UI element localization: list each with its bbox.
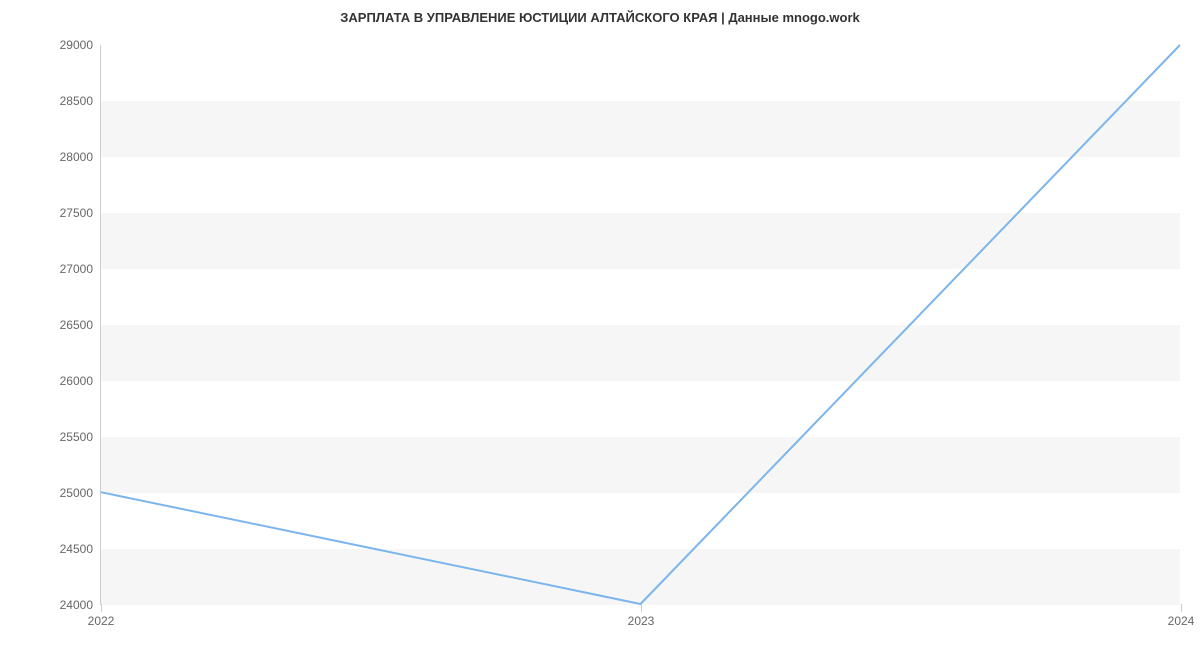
line-layer (101, 45, 1180, 604)
y-tick-label: 25500 (60, 430, 101, 444)
plot-area: 2400024500250002550026000265002700027500… (100, 45, 1180, 605)
y-tick-label: 25000 (60, 486, 101, 500)
series-line (101, 45, 1180, 604)
y-tick-label: 24500 (60, 542, 101, 556)
y-tick-label: 28000 (60, 150, 101, 164)
y-tick-label: 28500 (60, 94, 101, 108)
y-tick-label: 29000 (60, 38, 101, 52)
x-tick-label: 2023 (628, 604, 655, 628)
x-tick-label: 2022 (88, 604, 115, 628)
x-tick-label: 2024 (1168, 604, 1195, 628)
salary-line-chart: ЗАРПЛАТА В УПРАВЛЕНИЕ ЮСТИЦИИ АЛТАЙСКОГО… (0, 0, 1200, 650)
y-tick-label: 26000 (60, 374, 101, 388)
y-tick-label: 27500 (60, 206, 101, 220)
y-tick-label: 26500 (60, 318, 101, 332)
y-tick-label: 27000 (60, 262, 101, 276)
chart-title: ЗАРПЛАТА В УПРАВЛЕНИЕ ЮСТИЦИИ АЛТАЙСКОГО… (0, 0, 1200, 32)
